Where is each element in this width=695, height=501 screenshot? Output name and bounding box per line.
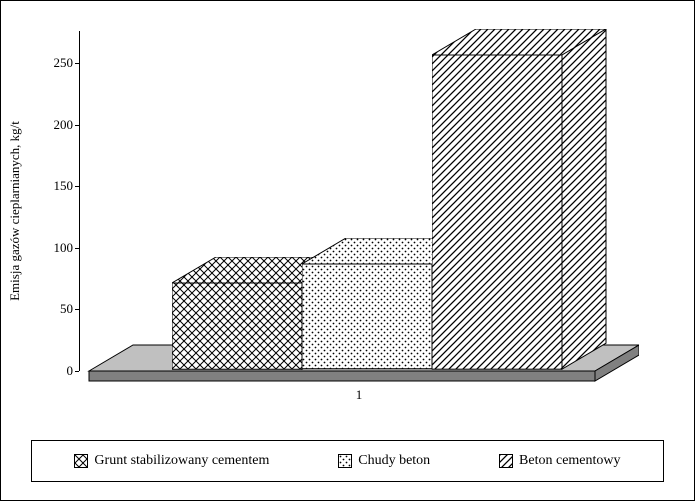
y-tick-label: 0 [67,363,74,379]
y-tick-label: 200 [54,117,74,133]
legend-item-2: Beton cementowy [499,453,620,469]
legend-label: Chudy beton [358,453,430,469]
y-tick-label: 150 [54,178,74,194]
legend-item-0: Grunt stabilizowany cementem [74,453,269,469]
bar-0 [172,259,302,371]
y-tick-label: 250 [54,55,74,71]
y-tick-label: 100 [54,240,74,256]
chart-area: Emisja gazów cieplarnianych, kg/t 050100… [31,21,666,401]
chart-frame: Emisja gazów cieplarnianych, kg/t 050100… [0,0,695,501]
bar-1 [302,240,432,371]
legend-swatch [338,454,352,468]
x-category-label: 1 [356,387,363,403]
legend-item-1: Chudy beton [338,453,430,469]
legend-label: Beton cementowy [519,453,620,469]
legend: Grunt stabilizowany cementem Chudy beton B… [31,440,664,482]
legend-swatch [74,454,88,468]
y-axis-label: Emisja gazów cieplarnianych, kg/t [7,121,23,301]
legend-label: Grunt stabilizowany cementem [94,453,269,469]
y-tick-label: 50 [60,301,73,317]
legend-swatch [499,454,513,468]
plot-region: 0501001502002501 [79,31,639,371]
bar-2 [432,31,562,371]
